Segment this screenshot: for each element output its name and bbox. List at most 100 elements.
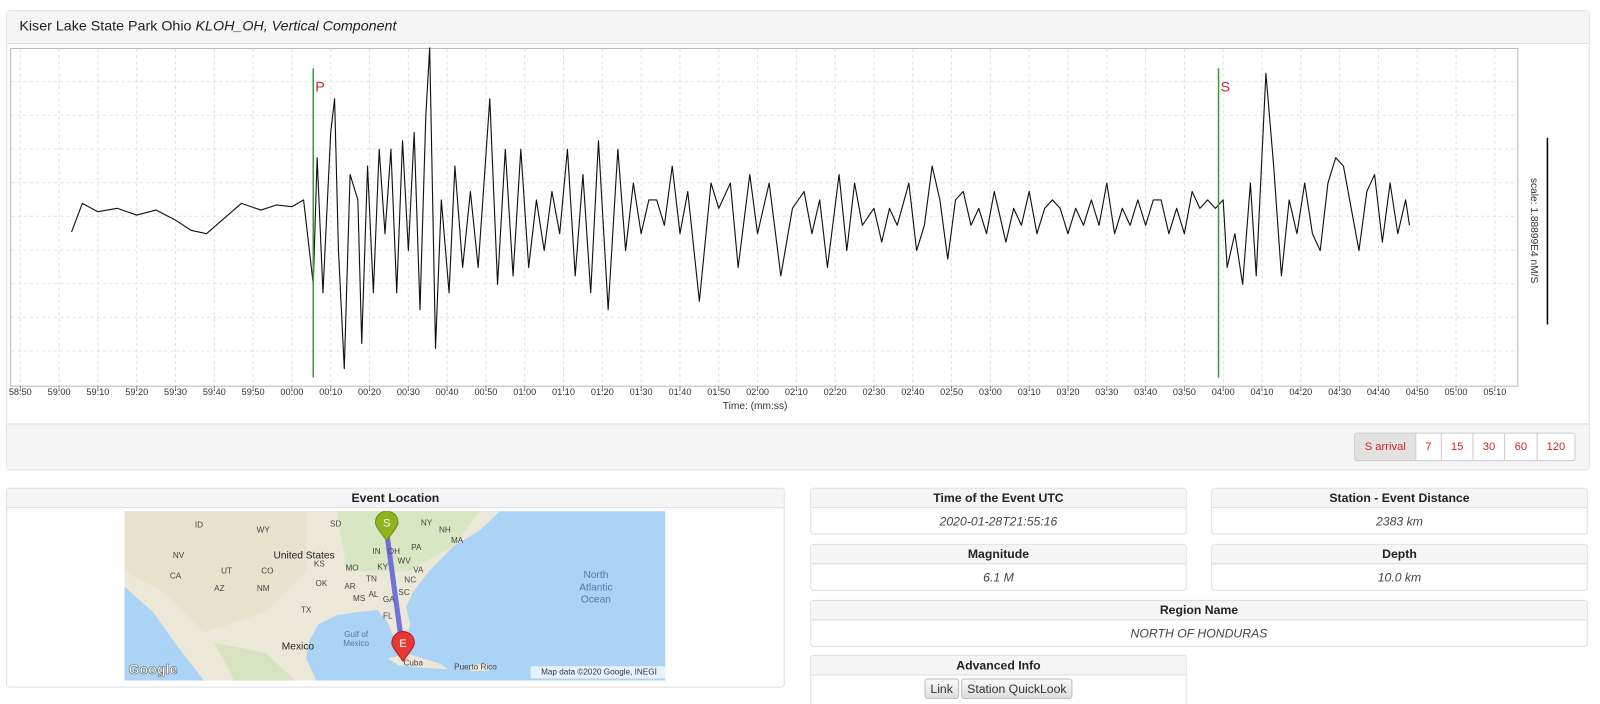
phase-label: P [315,80,325,96]
x-tick-label: 04:40 [1367,387,1390,397]
map-labels: ID WY NV UT CO CA AZ NM SD KS OK TX MO A… [170,519,613,672]
x-tick-label: 02:50 [940,387,963,397]
advanced-links: Link Station QuickLook [811,675,1185,702]
station-pin-label: S [383,517,390,529]
link-button[interactable]: Link [924,678,959,699]
map-label: MA [451,536,464,545]
link-button[interactable]: Station QuickLook [961,678,1073,699]
map-label: IN [372,547,380,556]
time-window-button[interactable]: 15 [1440,432,1474,462]
x-tick-label: 59:10 [86,387,109,397]
panel-value: 2020-01-28T21:55:16 [939,514,1058,529]
x-tick-label: 04:20 [1289,387,1312,397]
x-tick-label: 03:40 [1134,387,1157,397]
x-tick-label: 58:50 [9,387,32,397]
time-window-button[interactable]: 7 [1415,432,1442,462]
x-tick-label: 04:00 [1212,387,1235,397]
map-label: KY [377,562,388,571]
phase-label: S [1221,80,1231,96]
land-east [336,511,480,572]
chart-footer [7,423,1589,470]
x-tick-label: 00:20 [358,387,381,397]
map-label: NV [173,551,185,560]
x-tick-label: 00:10 [319,387,342,397]
event-pin[interactable] [391,631,415,663]
map-label: CA [170,572,182,581]
x-tick-label: 05:10 [1483,387,1506,397]
x-tick-label: 04:50 [1406,387,1429,397]
map-label: TX [301,605,312,614]
map-label: UT [221,567,232,576]
time-panel: Time of the Event UTC 2020-01-28T21:55:1… [810,487,1187,535]
time-window-button[interactable]: 120 [1536,432,1576,462]
panel-value: 2383 km [1375,514,1423,529]
chart-title: Kiser Lake State Park Ohio KLOH_OH, Verti… [19,18,397,34]
map-label: KS [314,559,325,568]
time-window-button[interactable]: S arrival [1354,432,1417,462]
panel-header: Depth [1212,544,1587,565]
plot-area [10,47,1519,387]
map-label: Mexico [282,642,315,653]
map-label: TN [366,575,377,584]
time-window-button[interactable]: 60 [1504,432,1538,462]
x-tick-label: 00:00 [280,387,303,397]
map-label: GA [383,595,395,604]
x-tick-label: 05:00 [1445,387,1468,397]
map-label: OH [388,547,400,556]
station-pin[interactable] [374,511,399,542]
map-label: CO [261,567,273,576]
x-tick-label: 01:40 [668,387,691,397]
x-tick-label: 03:30 [1095,387,1118,397]
x-tick-label: 59:20 [125,387,148,397]
land-west [124,511,307,633]
map-label: PA [411,543,422,552]
map-label: WY [257,526,271,535]
x-tick-label: 03:00 [979,387,1002,397]
x-tick-label: 03:10 [1018,387,1041,397]
x-tick-label: 04:10 [1251,387,1274,397]
chart: Kiser Lake State Park Ohio KLOH_OH, Verti… [6,10,1590,471]
x-axis-label: Time: (mm:ss) [723,401,788,412]
map-label: Ocean [581,595,611,606]
x-tick-label: 02:20 [824,387,847,397]
map-logo: Google [128,662,177,678]
map-label: SC [398,588,409,597]
map-label: NH [439,526,451,535]
subtitle-text: KLOH_OH, Vertical Component [196,18,398,34]
x-tick-label: 02:00 [746,387,769,397]
panel-value: NORTH OF HONDURAS [1130,626,1268,641]
x-tick-label: 03:50 [1173,387,1196,397]
x-tick-label: 59:00 [48,387,71,397]
map-attribution: Map data ©2020 Google, INEGI [541,668,657,677]
x-tick-label: 02:10 [785,387,808,397]
map-label: MS [353,594,366,603]
panel-header: Advanced Info [811,656,1186,676]
map-label: NM [257,584,270,593]
map-label: United States [273,551,334,562]
attribution-bg [530,666,666,679]
map-label: Cuba [404,658,424,667]
time-window-button[interactable]: 30 [1472,432,1506,462]
map-label: Mexico [343,639,369,648]
map-label: Puerto Rico [454,662,497,671]
advanced-panel: Advanced Info Link Station QuickLook [810,655,1187,704]
x-tick-label: 00:50 [474,387,497,397]
x-tick-label: 02:40 [901,387,924,397]
chart-header [7,11,1589,43]
panel-header: Time of the Event UTC [811,488,1186,509]
x-tick-label: 01:30 [630,387,653,397]
y-axis-label: scale: 1.88899E4 nM/S [1528,178,1539,284]
panel-header: Event Location [7,488,784,509]
map-label: NY [421,519,433,528]
map-label: North [583,570,608,581]
event-pin-label: E [399,638,406,650]
x-tick-label: 59:40 [203,387,226,397]
map[interactable]: ID WY NV UT CO CA AZ NM SD KS OK TX MO A… [124,511,666,681]
map-label: AR [344,582,355,591]
panel-header: Magnitude [811,544,1186,565]
x-tick-label: 01:50 [707,387,730,397]
map-label: Gulf of [344,630,369,639]
magnitude-panel: Magnitude 6.1 M [810,543,1187,591]
map-label: WV [398,556,412,565]
